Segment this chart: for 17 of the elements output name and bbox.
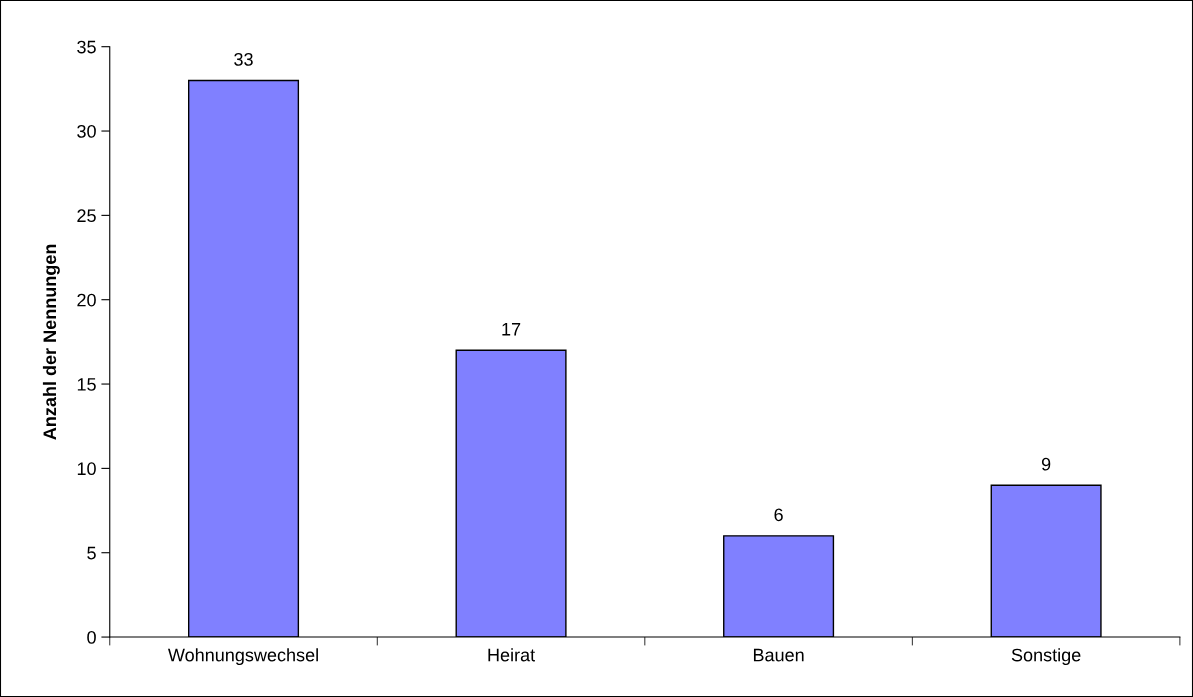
y-tick-label: 20 [77, 293, 96, 307]
data-label: 9 [1041, 457, 1051, 471]
data-label: 6 [774, 508, 783, 522]
x-tick-label: Wohnungswechsel [167, 648, 318, 665]
y-tick-label: 5 [87, 546, 96, 560]
data-label: 17 [502, 323, 521, 336]
y-tick-label: 35 [77, 40, 96, 54]
x-tick-label: Bauen [753, 648, 804, 662]
y-tick-label: 10 [77, 462, 96, 476]
y-tick-label: 0 [87, 630, 96, 644]
y-axis-title: Anzahl der Nennungen [42, 244, 60, 440]
y-tick-label: 30 [77, 124, 96, 138]
y-tick-label: 25 [77, 209, 96, 223]
data-label: 33 [234, 52, 253, 66]
x-tick-label: Heirat [488, 648, 535, 662]
y-tick-label: 15 [77, 378, 96, 391]
x-tick-label: Sonstige [1011, 648, 1081, 665]
